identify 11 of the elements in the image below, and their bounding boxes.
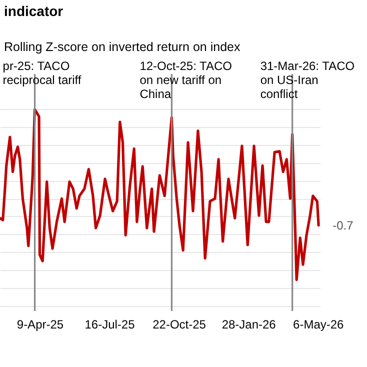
ref-line-label: 12-Oct-25: TACO on new tariff on China xyxy=(140,59,232,101)
x-tick-label: 28-Jan-26 xyxy=(222,318,276,332)
annotation: -0.7 xyxy=(332,218,354,232)
chart-subtitle: Rolling Z-score on inverted return on index xyxy=(4,40,241,54)
x-tick-label: 6-May-26 xyxy=(293,318,344,332)
x-tick-label: 22-Oct-25 xyxy=(152,318,206,332)
chart-title: indicator xyxy=(4,3,64,19)
ref-line-label: pr-25: TACO reciprocal tariff xyxy=(2,59,82,87)
ref-line-label: 31-Mar-26: TACO on US-Iran conflict xyxy=(260,59,355,101)
x-tick-label: 9-Apr-25 xyxy=(16,318,64,332)
x-tick-label: 16-Jul-25 xyxy=(84,318,136,332)
